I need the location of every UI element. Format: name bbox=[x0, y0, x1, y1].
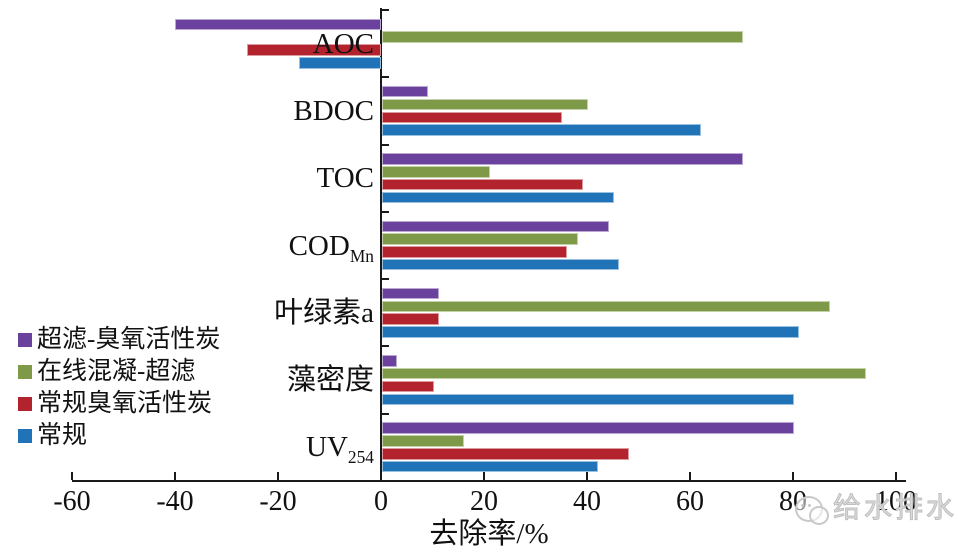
x-tick bbox=[483, 472, 485, 480]
category-label: TOC bbox=[316, 162, 374, 195]
bar bbox=[382, 422, 794, 434]
bar bbox=[175, 18, 381, 31]
legend: 超滤-臭氧活性炭 在线混凝-超滤 常规臭氧活性炭 常规 bbox=[18, 324, 220, 452]
y-tick bbox=[381, 76, 389, 79]
bar bbox=[382, 31, 743, 43]
x-tick bbox=[174, 472, 176, 480]
bar bbox=[382, 124, 702, 136]
x-tick-label: 60 bbox=[676, 486, 704, 517]
bar bbox=[382, 111, 563, 124]
legend-item: 常规臭氧活性炭 bbox=[18, 388, 220, 420]
bar bbox=[382, 85, 429, 98]
bar bbox=[382, 220, 609, 233]
bar bbox=[382, 355, 398, 367]
y-tick bbox=[381, 143, 389, 146]
category-label: UV254 bbox=[306, 431, 374, 468]
bar bbox=[382, 287, 439, 300]
category-label: CODMn bbox=[288, 229, 374, 266]
bar bbox=[382, 258, 619, 271]
category-label: 叶绿素a bbox=[274, 296, 374, 329]
bar bbox=[382, 435, 465, 447]
x-tick bbox=[895, 472, 897, 480]
bar bbox=[382, 178, 583, 191]
y-tick bbox=[381, 210, 389, 213]
category-label: AOC bbox=[312, 27, 374, 60]
watermark-text: 给水排水 bbox=[832, 493, 958, 524]
x-tick bbox=[380, 472, 382, 480]
y-tick bbox=[381, 345, 389, 348]
x-tick-label: -60 bbox=[53, 486, 91, 517]
y-tick bbox=[381, 412, 389, 415]
bar bbox=[382, 98, 588, 111]
bar bbox=[382, 300, 831, 313]
bar bbox=[382, 153, 743, 165]
x-axis-line bbox=[72, 480, 906, 482]
legend-swatch bbox=[18, 333, 32, 347]
x-tick bbox=[586, 472, 588, 480]
bar bbox=[382, 191, 614, 204]
x-tick-label: 100 bbox=[875, 486, 917, 517]
bar bbox=[382, 448, 630, 460]
x-tick-label: 40 bbox=[573, 486, 601, 517]
legend-label: 超滤-臭氧活性炭 bbox=[37, 326, 221, 353]
x-tick bbox=[277, 472, 279, 480]
bar bbox=[382, 460, 599, 473]
legend-label: 常规臭氧活性炭 bbox=[37, 390, 213, 417]
category-label: 藻密度 bbox=[286, 364, 374, 397]
bar bbox=[298, 57, 381, 69]
bar bbox=[247, 44, 381, 56]
x-tick-label: 0 bbox=[374, 486, 388, 517]
legend-swatch bbox=[18, 397, 32, 411]
bar bbox=[382, 166, 491, 178]
legend-item: 常规 bbox=[18, 420, 220, 452]
bar bbox=[382, 393, 794, 406]
x-tick-label: -40 bbox=[156, 486, 194, 517]
y-tick bbox=[381, 9, 389, 11]
zero-axis-line bbox=[380, 8, 382, 482]
x-tick bbox=[71, 472, 73, 480]
bar bbox=[382, 326, 800, 338]
y-tick bbox=[381, 278, 389, 281]
bar bbox=[382, 367, 867, 380]
legend-label: 在线混凝-超滤 bbox=[37, 358, 196, 385]
x-axis-title: 去除率/% bbox=[429, 518, 549, 550]
legend-item: 在线混凝-超滤 bbox=[18, 356, 220, 388]
legend-swatch bbox=[18, 429, 32, 443]
bar bbox=[382, 380, 434, 393]
bar bbox=[382, 246, 568, 258]
x-tick-label: 20 bbox=[470, 486, 498, 517]
x-tick bbox=[689, 472, 691, 480]
category-label: BDOC bbox=[293, 94, 374, 127]
x-tick-label: -20 bbox=[259, 486, 297, 517]
watermark: 给水排水 bbox=[795, 493, 958, 525]
bar bbox=[382, 233, 578, 245]
legend-label: 常规 bbox=[37, 422, 88, 449]
wechat-logo-icon bbox=[795, 494, 829, 525]
bar bbox=[382, 313, 439, 325]
legend-swatch bbox=[18, 365, 32, 379]
legend-item: 超滤-臭氧活性炭 bbox=[18, 324, 220, 356]
x-tick bbox=[792, 472, 794, 480]
